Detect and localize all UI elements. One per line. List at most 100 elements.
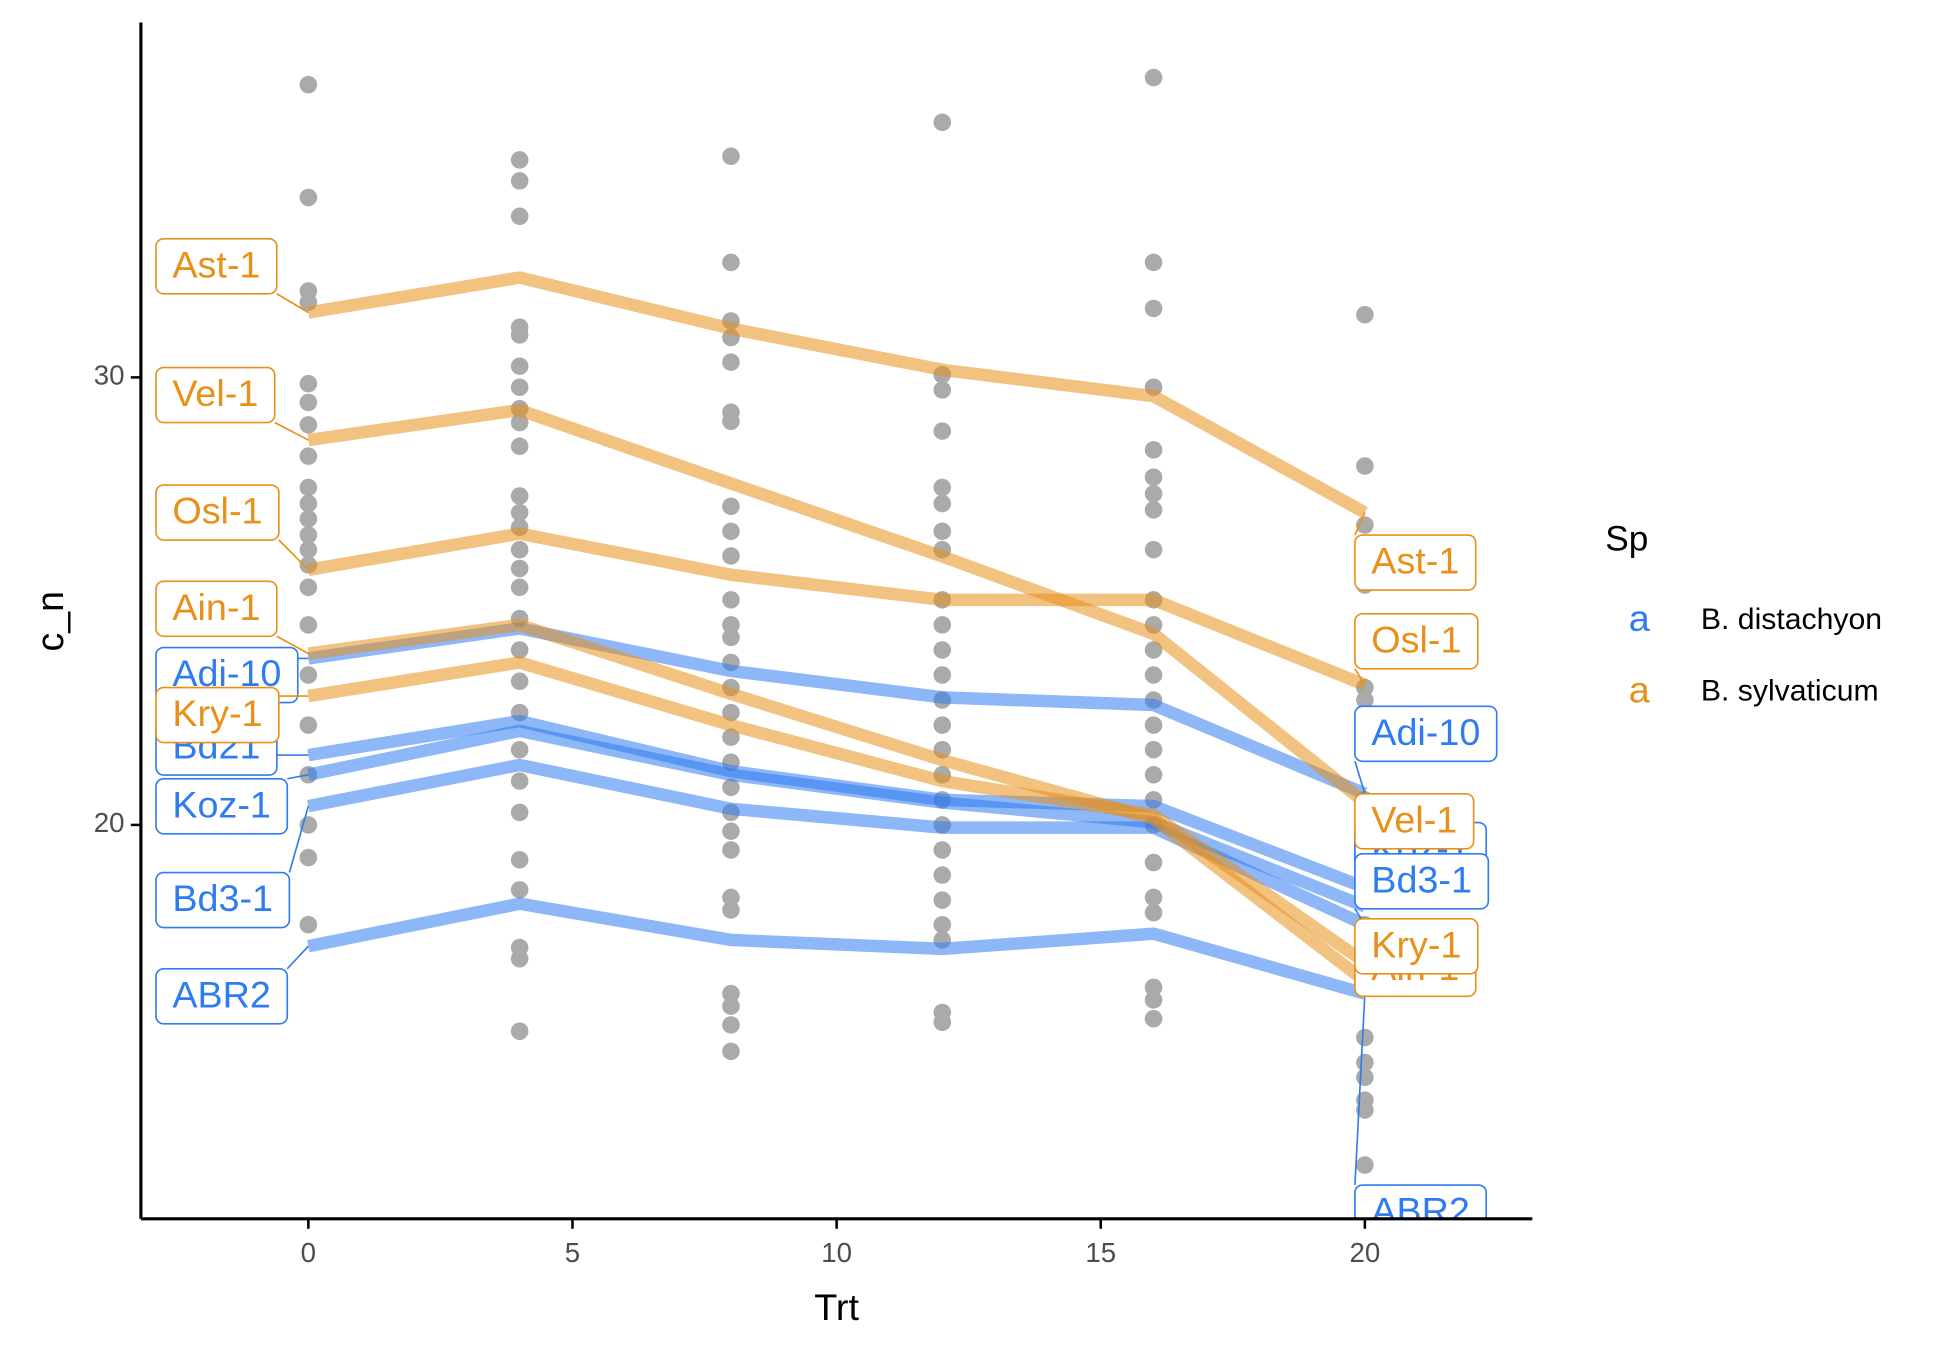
x-tick-label: 0 bbox=[301, 1237, 316, 1268]
data-point bbox=[510, 740, 529, 759]
data-point bbox=[722, 728, 740, 746]
label-box bbox=[155, 484, 280, 541]
data-point bbox=[299, 848, 318, 867]
data-point bbox=[299, 578, 318, 597]
y-tick-label: 20 bbox=[94, 807, 125, 838]
data-point bbox=[722, 522, 740, 541]
label-box bbox=[1354, 534, 1477, 591]
data-point bbox=[933, 641, 952, 659]
label-box bbox=[1354, 705, 1498, 763]
series-line bbox=[307, 656, 1369, 968]
data-point bbox=[510, 172, 529, 190]
series-label-text: Vel-1 bbox=[1371, 799, 1457, 841]
data-point bbox=[510, 559, 529, 578]
data-point bbox=[933, 381, 952, 399]
label-pointer bbox=[278, 539, 309, 571]
data-point bbox=[722, 497, 740, 516]
data-point bbox=[1144, 540, 1163, 559]
y-axis-title: c_n bbox=[29, 591, 71, 651]
legend-label: B. distachyon bbox=[1701, 603, 1882, 636]
data-point bbox=[1144, 903, 1163, 922]
data-point bbox=[1144, 978, 1163, 997]
data-point bbox=[722, 822, 740, 840]
data-point bbox=[1144, 299, 1163, 318]
series-label-text: Bd3-1 bbox=[172, 877, 273, 919]
data-point bbox=[510, 413, 529, 432]
label-box bbox=[155, 871, 291, 929]
legend-symbol: a bbox=[1629, 669, 1650, 711]
data-point bbox=[299, 666, 318, 684]
x-tick-label: 20 bbox=[1349, 1237, 1380, 1268]
label-pointer bbox=[276, 293, 309, 314]
label-pointer bbox=[287, 774, 309, 780]
data-point bbox=[510, 437, 529, 456]
label-box bbox=[1354, 612, 1479, 670]
data-point bbox=[933, 866, 952, 884]
data-point bbox=[1144, 991, 1163, 1009]
label-box bbox=[155, 580, 278, 638]
series-label-text: Bd3-1 bbox=[1371, 859, 1472, 901]
legend-symbol: a bbox=[1629, 597, 1650, 639]
series-label: ABR2 bbox=[1354, 993, 1488, 1219]
data-point bbox=[933, 891, 952, 909]
series-label: Vel-1 bbox=[155, 366, 309, 441]
data-point bbox=[722, 984, 740, 1003]
data-point bbox=[299, 416, 318, 434]
series-label-text: ABR2 bbox=[172, 974, 271, 1016]
series-label-text: Ast-1 bbox=[172, 244, 260, 286]
series-label-text: Ain-1 bbox=[172, 586, 260, 628]
data-point bbox=[933, 522, 952, 541]
data-point bbox=[722, 616, 740, 634]
label-pointer bbox=[274, 421, 309, 441]
data-point bbox=[722, 547, 740, 565]
series-label: Koz-1 bbox=[155, 774, 309, 835]
label-box bbox=[155, 237, 278, 295]
data-point bbox=[299, 915, 318, 934]
series-label: Bd3-1 bbox=[155, 805, 310, 929]
data-point bbox=[299, 510, 318, 528]
series-label-text: Ast-1 bbox=[1371, 540, 1459, 582]
data-point bbox=[1356, 457, 1374, 475]
data-point bbox=[722, 1016, 740, 1034]
data-point bbox=[1144, 468, 1163, 486]
data-point bbox=[1144, 766, 1163, 784]
label-pointer bbox=[1354, 761, 1366, 794]
data-point bbox=[510, 851, 529, 869]
label-pointer bbox=[1354, 512, 1366, 536]
data-point bbox=[933, 1013, 952, 1032]
x-tick-label: 5 bbox=[565, 1237, 580, 1268]
data-point bbox=[722, 353, 740, 371]
axes-layer: 0 5 10 15 20 20 30 bbox=[94, 22, 1533, 1268]
data-point bbox=[299, 716, 318, 734]
series-label-text: Vel-1 bbox=[172, 372, 258, 414]
legend-label: B. sylvaticum bbox=[1701, 675, 1879, 708]
data-point bbox=[722, 888, 740, 907]
label-pointer bbox=[1354, 668, 1366, 686]
data-point bbox=[933, 422, 952, 440]
series-label-text: Koz-1 bbox=[172, 784, 271, 826]
data-point bbox=[933, 716, 952, 734]
data-point bbox=[722, 778, 740, 797]
data-point bbox=[722, 901, 740, 919]
data-point bbox=[510, 949, 529, 968]
data-point bbox=[1144, 740, 1163, 759]
data-point bbox=[722, 253, 740, 272]
data-point bbox=[1144, 1009, 1163, 1028]
series-label: Adi-10 bbox=[1354, 705, 1498, 794]
data-point bbox=[299, 447, 318, 465]
data-point bbox=[1144, 441, 1163, 459]
y-tick-label: 30 bbox=[94, 360, 125, 391]
data-point bbox=[722, 841, 740, 859]
data-point bbox=[722, 1042, 740, 1061]
data-point bbox=[510, 578, 529, 597]
data-point bbox=[933, 478, 952, 497]
label-box bbox=[155, 967, 289, 1025]
data-point bbox=[299, 393, 318, 412]
data-point bbox=[1144, 68, 1163, 87]
label-box bbox=[1354, 917, 1479, 975]
data-point bbox=[510, 503, 529, 522]
lines-layer bbox=[307, 271, 1369, 1000]
series-label: Ain-1 bbox=[155, 580, 309, 655]
data-point bbox=[510, 803, 529, 822]
